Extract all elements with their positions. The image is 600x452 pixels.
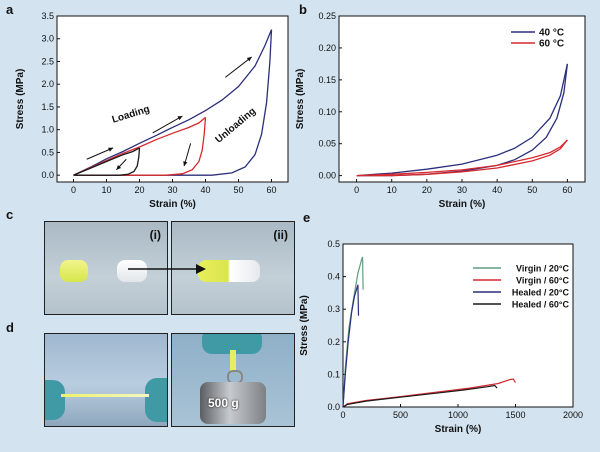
y-tick-label: 0.00 bbox=[318, 171, 336, 181]
y-tick-label: 3.0 bbox=[41, 34, 54, 44]
stress-strain-curve bbox=[342, 284, 360, 408]
x-tick-label: 40 bbox=[200, 185, 210, 195]
direction-arrow bbox=[224, 56, 253, 78]
plot-area bbox=[56, 15, 289, 183]
y-tick-label: 0.10 bbox=[318, 107, 336, 117]
x-tick-label: 40 bbox=[492, 185, 502, 195]
legend-label: Virgin / 20°C bbox=[516, 264, 569, 274]
x-axis-label: Strain (%) bbox=[435, 424, 482, 435]
arrow-head-icon bbox=[177, 116, 183, 121]
left-gloved-hand bbox=[45, 380, 65, 420]
unloading-curve bbox=[73, 147, 141, 176]
x-tick-label: 1000 bbox=[448, 410, 468, 420]
photo-c-label-i: (i) bbox=[149, 228, 161, 242]
x-tick-label: 20 bbox=[134, 185, 144, 195]
y-axis-label: Stress (MPa) bbox=[295, 69, 306, 130]
x-tick-label: 2000 bbox=[563, 410, 583, 420]
loading-curve bbox=[356, 63, 569, 177]
legend-label: 40 °C bbox=[539, 28, 564, 39]
y-tick-label: 0.20 bbox=[318, 43, 336, 53]
legend-label: 60 °C bbox=[539, 39, 564, 50]
loading-curve bbox=[356, 139, 568, 177]
y-tick-label: 0.5 bbox=[327, 239, 340, 249]
x-tick-label: 0 bbox=[71, 185, 76, 195]
y-tick-label: 1.0 bbox=[41, 125, 54, 135]
loading-curve bbox=[73, 147, 140, 176]
y-tick-label: 1.5 bbox=[41, 102, 54, 112]
y-tick-label: 3.5 bbox=[41, 11, 54, 21]
y-tick-label: 0.1 bbox=[327, 369, 340, 379]
x-axis-label: Strain (%) bbox=[439, 199, 486, 210]
x-tick-label: 30 bbox=[167, 185, 177, 195]
y-tick-label: 0.5 bbox=[41, 147, 54, 157]
photo-c-virgin-pieces: (i) bbox=[44, 221, 168, 315]
x-tick-label: 30 bbox=[457, 185, 467, 195]
y-tick-label: 0.25 bbox=[318, 11, 336, 21]
photo-c-label-ii: (ii) bbox=[273, 228, 288, 242]
panel-label-c: c bbox=[6, 207, 14, 222]
y-tick-label: 0.15 bbox=[318, 75, 336, 85]
x-tick-label: 20 bbox=[422, 185, 432, 195]
legend-label: Healed / 20°C bbox=[512, 288, 570, 298]
direction-arrow bbox=[86, 147, 114, 160]
photo-d-stretching bbox=[44, 333, 168, 427]
y-tick-label: 0.0 bbox=[327, 402, 340, 412]
unloading-curve bbox=[356, 139, 568, 177]
stress-strain-curve bbox=[342, 384, 498, 408]
stretched-gel-strip bbox=[61, 394, 149, 397]
panel-label-d: d bbox=[6, 320, 14, 335]
legend-label: Virgin / 60°C bbox=[516, 276, 569, 286]
white-gel-piece bbox=[117, 260, 147, 282]
chart-e: 0 500 1000 1500 2000 0.0 0.1 0.2 0.3 0.4 0.5 Strain… bbox=[299, 239, 583, 435]
x-tick-label: 10 bbox=[101, 185, 111, 195]
weight-label: 500 g bbox=[208, 396, 239, 410]
x-axis-label: Strain (%) bbox=[149, 199, 196, 210]
x-tick-label: 50 bbox=[527, 185, 537, 195]
photo-d-weight: 500 g bbox=[171, 333, 295, 427]
steel-weight bbox=[200, 382, 266, 424]
y-tick-label: 2.5 bbox=[41, 56, 54, 66]
right-gloved-hand bbox=[145, 378, 167, 422]
x-tick-label: 500 bbox=[393, 410, 408, 420]
panel-label-e: e bbox=[303, 210, 311, 225]
stress-strain-curve bbox=[342, 378, 517, 408]
panel-label-a: a bbox=[6, 2, 14, 17]
gloved-hand-top bbox=[202, 334, 262, 354]
y-tick-label: 0.2 bbox=[327, 337, 340, 347]
y-tick-label: 0.0 bbox=[41, 170, 54, 180]
y-tick-label: 0.4 bbox=[327, 272, 340, 282]
healed-gel-piece bbox=[198, 260, 260, 282]
y-axis-label: Stress (MPa) bbox=[299, 295, 310, 356]
photo-c-healed-piece: (ii) bbox=[171, 221, 295, 315]
chart-a: 0 10 20 30 40 50 60 0.0 0.5 1.0 1.5 2.0 2.5 3.0 3.5 Str… bbox=[15, 11, 289, 210]
plot-area bbox=[342, 243, 574, 408]
gel-holding-strip bbox=[230, 350, 236, 372]
yellow-gel-piece bbox=[60, 260, 88, 282]
arrow-head-icon bbox=[108, 147, 114, 152]
chart-b: 0 10 20 30 40 50 60 0.00 0.05 0.10 0.15 0.20 0.25 Str… bbox=[295, 11, 586, 210]
right-arrow-icon bbox=[128, 264, 206, 274]
x-tick-label: 50 bbox=[233, 185, 243, 195]
arrow-head-icon bbox=[246, 56, 252, 62]
x-tick-label: 0 bbox=[340, 410, 345, 420]
x-tick-label: 60 bbox=[266, 185, 276, 195]
y-axis-label: Stress (MPa) bbox=[15, 69, 26, 130]
arrow-head-icon bbox=[116, 164, 122, 170]
x-tick-label: 10 bbox=[387, 185, 397, 195]
x-tick-label: 1500 bbox=[505, 410, 525, 420]
x-tick-label: 0 bbox=[354, 185, 359, 195]
loading-curve bbox=[73, 29, 273, 176]
panel-label-b: b bbox=[299, 2, 307, 17]
arrow-head-icon bbox=[183, 161, 188, 167]
direction-arrow bbox=[152, 115, 183, 134]
y-tick-label: 0.05 bbox=[318, 139, 336, 149]
x-tick-label: 60 bbox=[562, 185, 572, 195]
y-tick-label: 2.0 bbox=[41, 79, 54, 89]
y-tick-label: 0.3 bbox=[327, 304, 340, 314]
legend-label: Healed / 60°C bbox=[512, 300, 570, 310]
